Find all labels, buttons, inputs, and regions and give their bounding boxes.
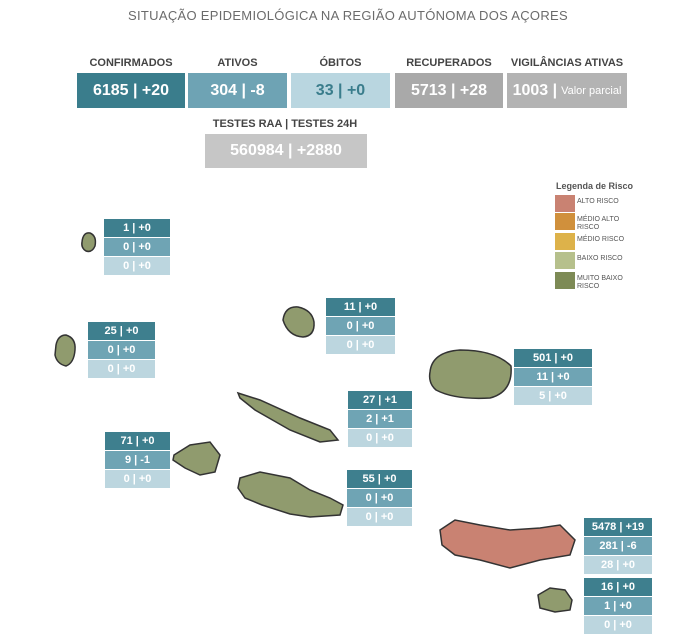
island-stat: 0 | +0 <box>326 317 395 335</box>
island-stat: 0 | +0 <box>104 257 170 275</box>
summary-value: 6185 | +20 <box>92 81 170 99</box>
island-stat: 0 | +0 <box>105 470 170 488</box>
island-stat: 1 | +0 <box>104 219 170 237</box>
summary-box: 5713 | +28 <box>395 73 503 108</box>
legend-swatch <box>555 195 575 212</box>
island-stat: 71 | +0 <box>105 432 170 450</box>
island <box>81 232 97 253</box>
island-stat: 281 | -6 <box>584 537 652 555</box>
island-stat: 11 | +0 <box>514 368 592 386</box>
legend-swatch <box>555 252 575 269</box>
summary-box: 1003 | Valor parcial <box>507 73 627 108</box>
island <box>172 441 221 476</box>
island-stat: 28 | +0 <box>584 556 652 574</box>
island-stat: 0 | +0 <box>584 616 652 634</box>
island-stat: 5478 | +19 <box>584 518 652 536</box>
island-stat: 0 | +0 <box>326 336 395 354</box>
island-stat: 27 | +1 <box>348 391 412 409</box>
island <box>236 391 340 443</box>
summary-label: CONFIRMADOS <box>89 57 173 69</box>
island-stat: 2 | +1 <box>348 410 412 428</box>
summary-note: Valor parcial <box>561 84 622 97</box>
island <box>282 306 315 338</box>
island-stat: 55 | +0 <box>347 470 412 488</box>
island-stat: 0 | +0 <box>88 360 155 378</box>
legend-title: Legenda de Risco <box>556 181 634 191</box>
summary-box: 33 | +0 <box>291 73 390 108</box>
summary-label: RECUPERADOS <box>406 57 492 69</box>
legend-label: BAIXO RISCO <box>577 255 623 262</box>
tests-value: 560984 | +2880 <box>230 142 342 159</box>
summary-box: 6185 | +20 <box>77 73 185 108</box>
legend-swatch <box>555 213 575 230</box>
island-stat: 16 | +0 <box>584 578 652 596</box>
legend-label: MUITO BAIXO RISCO <box>577 275 623 290</box>
legend-label: ALTO RISCO <box>577 198 619 205</box>
island <box>237 471 344 518</box>
island <box>537 587 573 613</box>
island-stat: 11 | +0 <box>326 298 395 316</box>
island-stat: 1 | +0 <box>584 597 652 615</box>
legend-label: MÉDIO ALTO RISCO <box>577 216 620 231</box>
island-stat: 0 | +0 <box>88 341 155 359</box>
island-stat: 25 | +0 <box>88 322 155 340</box>
page-title: SITUAÇÃO EPIDEMIOLÓGICA NA REGIÃO AUTÓNO… <box>128 8 568 23</box>
island-stat: 9 | -1 <box>105 451 170 469</box>
tests-label: TESTES RAA | TESTES 24H <box>212 118 358 130</box>
summary-value: 1003 | <box>512 81 558 99</box>
island <box>428 349 512 400</box>
island <box>439 519 576 569</box>
island-stat: 0 | +0 <box>347 508 412 526</box>
summary-label: VIGILÂNCIAS ATIVAS <box>510 57 624 69</box>
summary-box: 304 | -8 <box>188 73 287 108</box>
island <box>54 334 76 367</box>
summary-value: 33 | +0 <box>315 81 366 99</box>
legend-label: MÉDIO RISCO <box>577 236 625 243</box>
island-stat: 5 | +0 <box>514 387 592 405</box>
island-stat: 0 | +0 <box>104 238 170 256</box>
island-stat: 0 | +0 <box>348 429 412 447</box>
island-stat: 501 | +0 <box>514 349 592 367</box>
summary-label: ATIVOS <box>217 57 258 69</box>
island-stat: 0 | +0 <box>347 489 412 507</box>
tests-box: 560984 | +2880 <box>205 134 367 168</box>
legend-swatch <box>555 233 575 250</box>
summary-value: 5713 | +28 <box>410 81 488 99</box>
legend-swatch <box>555 272 575 289</box>
summary-label: ÓBITOS <box>319 57 362 69</box>
summary-value: 304 | -8 <box>210 81 265 99</box>
